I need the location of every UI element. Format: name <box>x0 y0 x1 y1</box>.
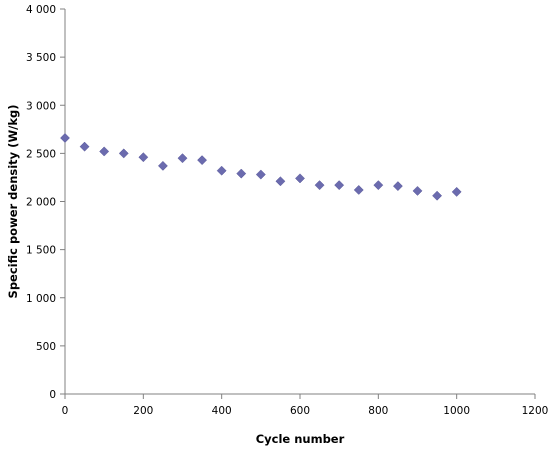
x-tick-label: 200 <box>133 405 153 417</box>
data-point <box>432 190 443 201</box>
data-point <box>197 155 208 166</box>
y-tick-label: 500 <box>36 341 56 353</box>
x-axis-title: Cycle number <box>256 432 345 446</box>
y-tick-label: 2 000 <box>26 197 56 209</box>
ticks: 0 500 1 000 1 500 2 000 2 500 3 000 3 500 4 000 0… <box>26 4 548 417</box>
data-point <box>79 141 90 152</box>
data-point <box>255 169 266 180</box>
y-tick-label: 1 500 <box>26 245 56 257</box>
data-points <box>60 133 462 201</box>
x-tick-label: 0 <box>62 405 69 417</box>
data-point <box>451 186 462 197</box>
data-point <box>118 148 129 159</box>
x-tick-label: 600 <box>290 405 310 417</box>
data-point <box>177 153 188 164</box>
x-tick-label: 800 <box>368 405 388 417</box>
data-point <box>99 146 110 157</box>
data-point <box>353 184 364 195</box>
y-tick-label: 4 000 <box>26 4 56 16</box>
data-point <box>412 185 423 196</box>
data-point <box>60 133 70 143</box>
x-tick-label: 1200 <box>522 405 549 417</box>
data-point <box>138 152 149 163</box>
data-point <box>295 173 305 184</box>
data-point <box>157 160 168 171</box>
data-point <box>373 180 384 191</box>
y-tick-label: 3 000 <box>26 100 56 112</box>
data-point <box>275 176 286 187</box>
data-point <box>216 165 227 176</box>
x-tick-label: 1000 <box>443 405 470 417</box>
data-point <box>314 180 325 191</box>
y-tick-label: 2 500 <box>26 148 56 160</box>
y-tick-label: 3 500 <box>26 52 56 64</box>
data-point <box>334 180 345 191</box>
axes <box>64 9 535 395</box>
data-point <box>392 181 403 192</box>
y-tick-label: 0 <box>49 389 56 401</box>
x-tick-label: 400 <box>212 405 232 417</box>
data-point <box>236 168 247 179</box>
y-tick-label: 1 000 <box>26 293 56 305</box>
y-axis-title: Specific power density (W/kg) <box>6 105 20 299</box>
